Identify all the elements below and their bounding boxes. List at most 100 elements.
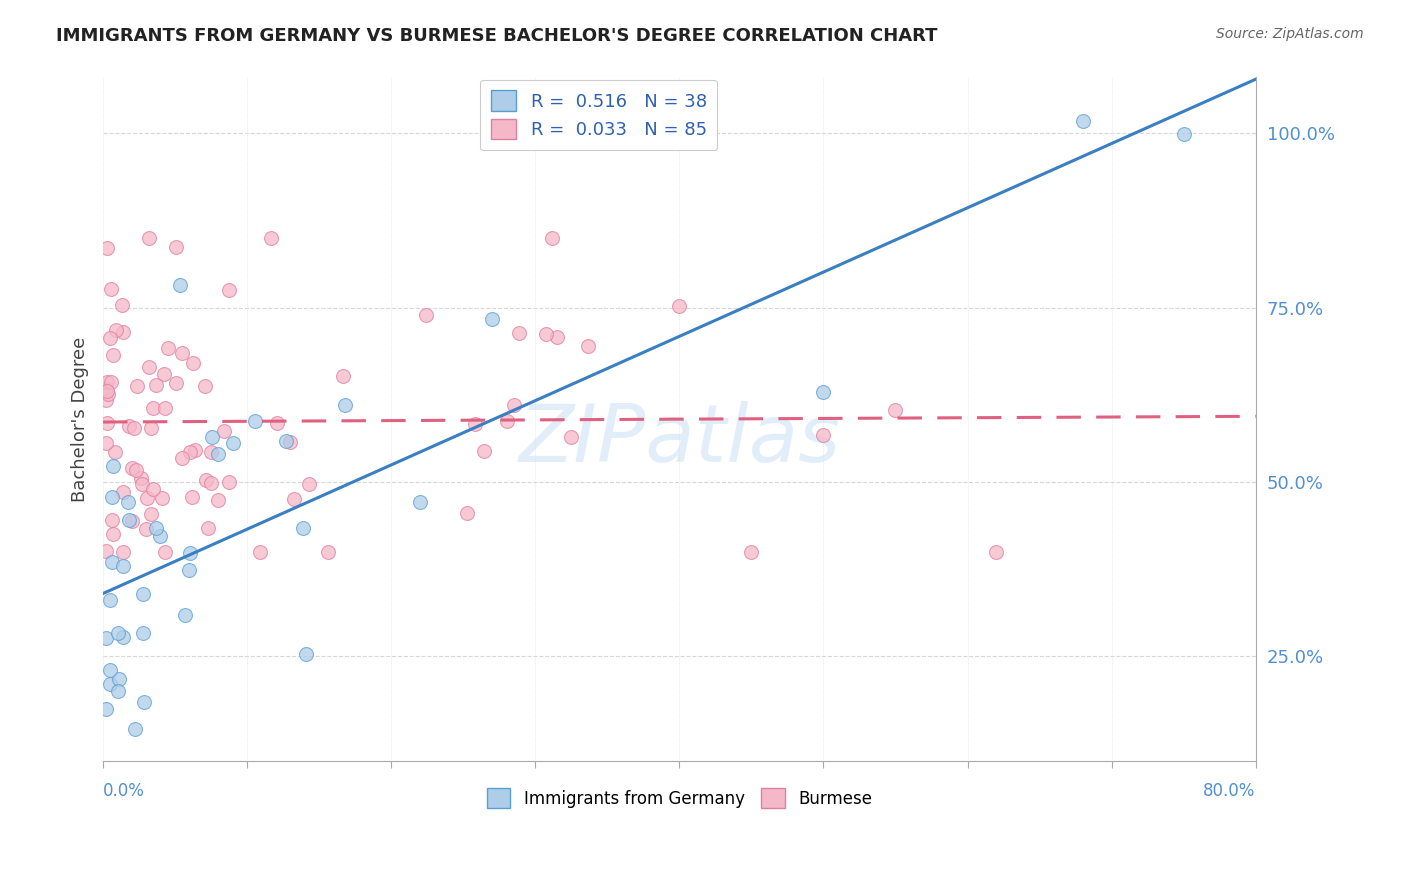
Point (249, 545, 271, 559)
Text: IMMIGRANTS FROM GERMANY VS BURMESE BACHELOR'S DEGREE CORRELATION CHART: IMMIGRANTS FROM GERMANY VS BURMESE BACHE… (56, 27, 938, 45)
Point (560, 429, 582, 443)
Point (534, 327, 557, 342)
Point (194, 473, 217, 487)
Point (100, 375, 122, 389)
Point (266, 416, 288, 430)
Point (121, 461, 143, 475)
Text: 0.0%: 0.0% (103, 782, 145, 800)
Point (260, 231, 283, 245)
Point (131, 626, 153, 640)
Point (107, 626, 129, 640)
Point (138, 360, 160, 375)
Point (218, 475, 240, 489)
Point (112, 631, 135, 645)
Point (740, 545, 762, 559)
Point (197, 521, 219, 535)
Point (174, 608, 197, 623)
Point (112, 485, 135, 500)
Point (179, 445, 201, 459)
Point (118, 418, 141, 433)
Point (292, 521, 315, 535)
Point (132, 695, 155, 709)
Point (207, 493, 229, 508)
Point (104, 323, 127, 337)
Point (474, 443, 496, 458)
Point (96, 393, 118, 408)
Point (222, 436, 245, 450)
Point (104, 445, 127, 459)
Point (464, 417, 486, 431)
Point (112, 325, 135, 339)
Point (409, 495, 432, 509)
Point (456, 506, 478, 520)
Point (111, 298, 134, 312)
Point (117, 494, 139, 508)
Point (96, 375, 118, 389)
Point (415, 309, 437, 323)
Point (165, 240, 187, 254)
Point (546, 329, 568, 343)
Point (145, 378, 167, 392)
Point (243, 414, 266, 428)
Point (112, 545, 135, 559)
Point (200, 475, 222, 490)
Point (141, 401, 163, 416)
Point (153, 401, 176, 415)
Point (283, 492, 305, 507)
Point (139, 421, 162, 435)
Point (98, 663, 121, 677)
Point (181, 490, 204, 504)
Point (179, 546, 201, 560)
Point (333, 398, 356, 412)
Point (121, 514, 143, 528)
Point (134, 523, 156, 537)
Point (96, 241, 118, 255)
Point (157, 341, 180, 355)
Point (813, 428, 835, 442)
Point (118, 512, 141, 526)
Point (96, 436, 118, 450)
Point (101, 348, 124, 362)
Point (125, 463, 148, 477)
Point (200, 445, 222, 459)
Point (165, 376, 187, 390)
Point (149, 529, 172, 543)
Text: 80.0%: 80.0% (1204, 782, 1256, 800)
Point (503, 398, 526, 412)
Point (508, 326, 530, 341)
Point (207, 447, 229, 461)
Point (813, 384, 835, 399)
Point (96, 384, 118, 398)
Point (100, 592, 122, 607)
Point (576, 339, 599, 353)
Point (131, 477, 153, 491)
Point (194, 379, 217, 393)
Point (295, 647, 318, 661)
Point (1071, 114, 1094, 128)
Point (138, 231, 160, 245)
Point (181, 356, 204, 370)
Point (96, 416, 118, 430)
Point (298, 477, 321, 491)
Point (496, 414, 519, 428)
Point (278, 434, 301, 449)
Point (541, 231, 564, 245)
Point (107, 684, 129, 698)
Point (107, 672, 129, 686)
Point (141, 507, 163, 521)
Point (101, 527, 124, 541)
Point (153, 545, 176, 559)
Point (125, 378, 148, 392)
Point (316, 545, 339, 559)
Point (124, 722, 146, 736)
Legend: Immigrants from Germany, Burmese: Immigrants from Germany, Burmese (481, 781, 879, 814)
Point (170, 450, 193, 465)
Point (668, 300, 690, 314)
Point (100, 676, 122, 690)
Point (94, 702, 117, 716)
Point (150, 491, 173, 506)
Point (111, 558, 134, 573)
Point (218, 284, 240, 298)
Point (94, 544, 117, 558)
Point (212, 424, 235, 438)
